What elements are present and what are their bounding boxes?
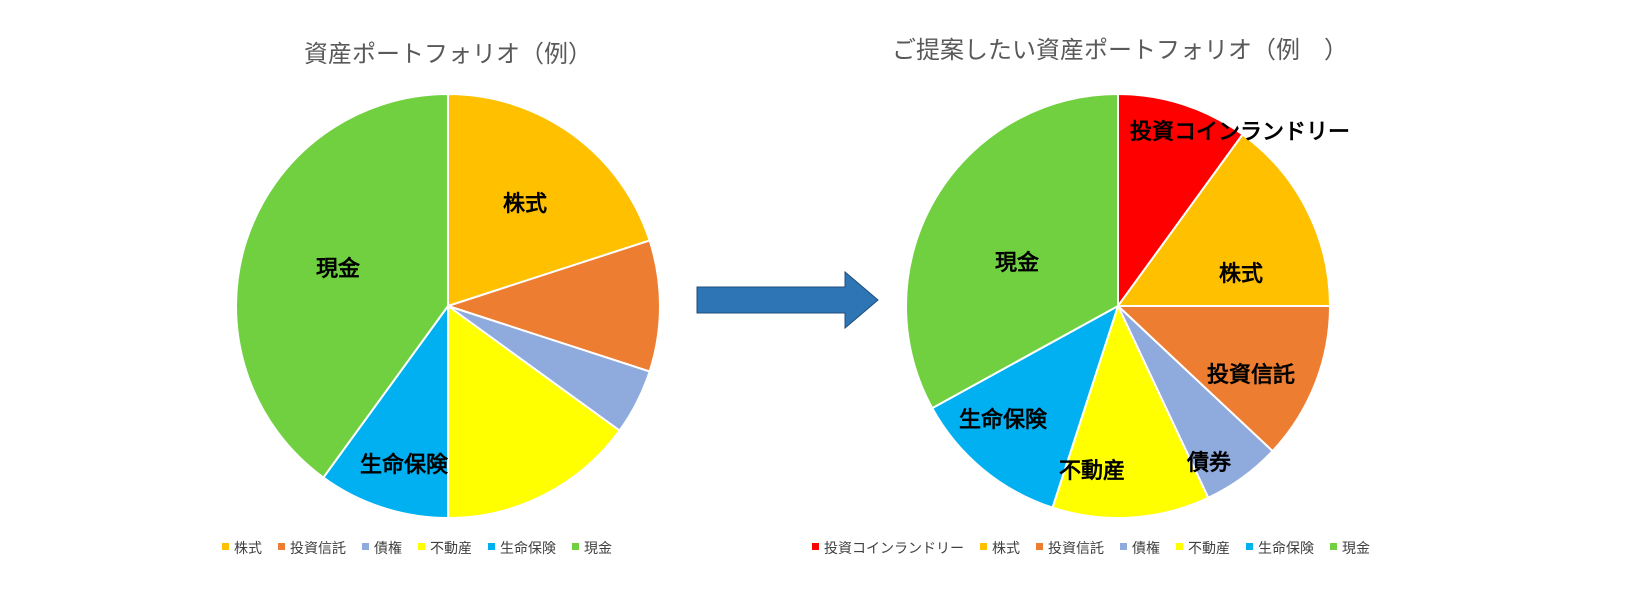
slice-label: 株式	[1219, 262, 1263, 287]
legend-swatch	[1176, 543, 1183, 550]
legend-label: 債権	[374, 540, 402, 557]
legend-label: 不動産	[430, 541, 472, 557]
legend-swatch	[278, 543, 285, 550]
right-arrow-icon	[696, 270, 879, 330]
slice-label: 不動産	[1059, 458, 1125, 484]
pie-chart-2: ご提案したい資産ポートフォリオ（例 ） 投資コインランドリー株式投資信託債券不動…	[812, 36, 1370, 557]
legend-label: 債権	[1132, 540, 1160, 557]
legend-swatch	[572, 543, 579, 550]
pie-slice-4	[447, 304, 621, 520]
pie-slice-2	[444, 239, 661, 373]
legend-label: 不動産	[1188, 541, 1230, 557]
pie-slices-2	[905, 92, 1332, 519]
legend-label: 投資コインランドリー	[824, 541, 964, 557]
legend-label: 株式	[992, 541, 1020, 557]
pie-slice-5	[1051, 303, 1210, 519]
legend-swatch	[1036, 543, 1043, 550]
slice-label: 株式	[503, 192, 547, 217]
legend-label: 生命保険	[500, 540, 556, 557]
pie-slice-2	[1116, 133, 1332, 307]
legend-swatch	[222, 543, 229, 550]
legend-label: 株式	[234, 541, 262, 557]
legend-label: 現金	[584, 541, 612, 557]
legend-swatch	[488, 543, 495, 550]
slice-label: 現金	[316, 256, 361, 282]
legend-label: 投資信託	[290, 541, 346, 557]
pie-slice-1	[1117, 92, 1245, 310]
legend-label: 投資信託	[1048, 541, 1104, 557]
legend-swatch	[418, 543, 425, 550]
pie-slice-6	[930, 303, 1120, 509]
chart-title-2: ご提案したい資産ポートフォリオ（例 ）	[892, 36, 1348, 64]
pie-slice-1	[447, 92, 651, 308]
legend-swatch	[812, 543, 819, 550]
slice-label: 現金	[995, 250, 1040, 276]
chart-title-1: 資産ポートフォリオ（例）	[304, 40, 592, 68]
legend-swatch	[1330, 543, 1337, 550]
legend-swatch	[980, 543, 987, 550]
pie-slices-1	[235, 92, 661, 520]
slice-label: 投資コインランドリー	[1130, 119, 1350, 145]
legend-swatch	[362, 543, 369, 550]
legend-1: 株式 投資信託 債権 不動産 生命保険 現金	[222, 540, 612, 557]
pie-slice-3	[1115, 305, 1332, 453]
slice-label: 債券	[1186, 450, 1232, 476]
slice-label: 投資信託	[1207, 362, 1295, 388]
pie-slice-5	[321, 302, 449, 520]
legend-swatch	[1120, 543, 1127, 550]
legend-2: 投資コインランドリー 株式 投資信託 債権 不動産 生命保険 現金	[812, 540, 1370, 557]
legend-label: 現金	[1342, 541, 1370, 557]
pie-slice-7	[905, 92, 1119, 410]
legend-label: 生命保険	[1258, 540, 1314, 557]
pie-slice-6	[235, 92, 449, 479]
slice-label: 生命保険	[360, 452, 449, 478]
slice-label: 生命保険	[959, 407, 1048, 433]
legend-swatch	[1246, 543, 1253, 550]
